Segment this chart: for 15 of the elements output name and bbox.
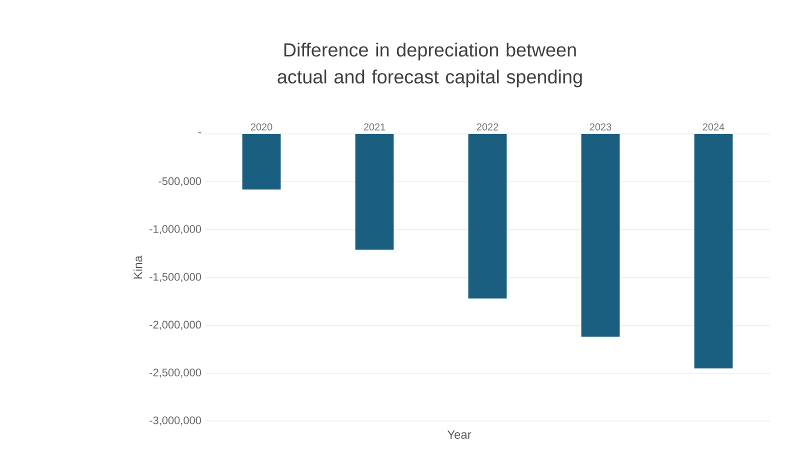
y-tick-label: -1,000,000 [150, 225, 202, 234]
y-tick-label: -2,000,000 [150, 320, 202, 330]
y-tick-label: -1,500,000 [150, 272, 202, 282]
y-tick-label: - [198, 132, 201, 134]
x-axis-title: Year [447, 430, 472, 439]
y-axis-title: Kina [133, 256, 142, 278]
y-tick-label: -500,000 [158, 177, 202, 186]
chart-title: Difference in depreciation between actual and forecast capital spending [278, 42, 582, 88]
x-tick-label: 2024 [702, 123, 724, 130]
x-tick-label: 2020 [250, 123, 272, 130]
y-tick-label: -3,000,000 [150, 416, 202, 426]
x-tick-label: 2022 [476, 123, 498, 130]
x-tick-label: 2023 [590, 123, 612, 130]
y-tick-label: -2,500,000 [150, 368, 202, 378]
x-tick-label: 2021 [364, 123, 386, 130]
